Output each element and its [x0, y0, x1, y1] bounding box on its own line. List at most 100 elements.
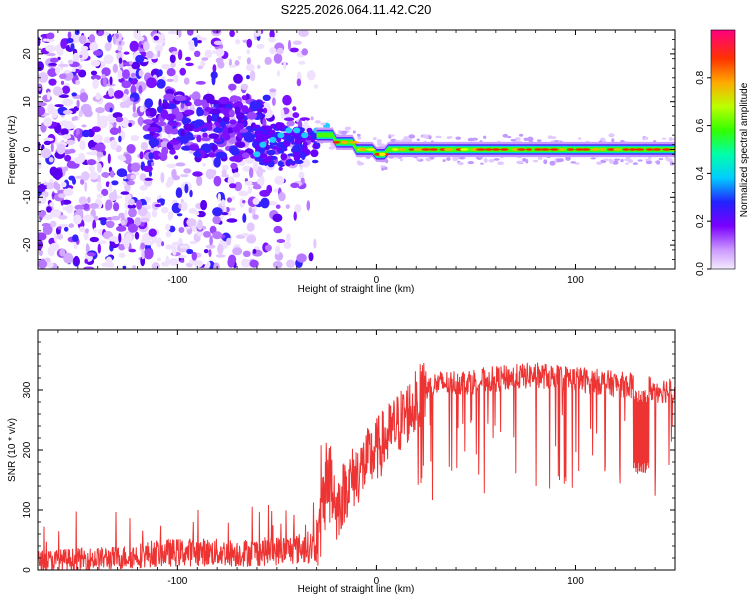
spectrogram-blob — [183, 168, 192, 174]
spectrogram-blob — [668, 137, 673, 141]
spectrogram-blob — [102, 150, 107, 156]
spectrogram-blob — [249, 167, 254, 179]
spectrogram-blob — [276, 70, 280, 77]
colorbar-tick-label: 0.0 — [695, 262, 706, 276]
spectrogram-blob — [277, 141, 285, 147]
spectrogram-blob — [85, 243, 90, 254]
spectrogram-blob — [458, 156, 466, 160]
spectrogram-blob — [272, 146, 278, 150]
spectrogram-blob — [63, 252, 74, 264]
spectrogram-blob — [53, 121, 58, 127]
spectrogram-blob — [72, 68, 76, 72]
spectrogram-blob — [234, 60, 240, 66]
spectrogram-blob — [185, 56, 191, 62]
spectrogram-blob — [67, 59, 74, 65]
spectrogram-blob — [128, 122, 133, 127]
spectrogram-blob — [87, 252, 96, 257]
spectrogram-blob — [207, 152, 217, 158]
spectrogram-blob — [206, 114, 212, 124]
spectrogram-blob — [157, 69, 163, 77]
spectrogram-blob — [140, 242, 146, 250]
spectrogram-blob — [97, 118, 108, 129]
snr-x-tick-label: 0 — [374, 576, 380, 587]
spectrogram-blob — [374, 153, 381, 156]
spectrogram-blob — [105, 220, 115, 229]
spectrogram-blob — [203, 231, 211, 238]
spectrogram-y-tick-label: 10 — [22, 96, 33, 108]
spectrogram-blob — [252, 248, 257, 254]
spectrogram-blob — [293, 160, 304, 164]
spectrogram-y-tick-label: 0 — [22, 146, 33, 152]
spectrogram-blob — [213, 40, 223, 46]
spectrogram-blob — [46, 52, 56, 57]
spectrogram-blob — [126, 144, 136, 154]
spectrogram-blob — [169, 54, 176, 63]
spectrogram-blob — [148, 228, 157, 237]
spectrogram-blob — [130, 97, 135, 102]
spectrogram-blob — [167, 133, 172, 139]
spectrogram-blob — [292, 40, 302, 46]
spectrogram-blob — [249, 259, 259, 268]
spectrogram-blob — [534, 148, 543, 151]
snr-series-line — [38, 362, 675, 570]
spectrogram-blob — [376, 139, 382, 144]
spectrogram-blob — [113, 202, 120, 212]
spectrogram-blob — [46, 91, 51, 101]
spectrogram-blob — [310, 149, 319, 158]
spectrogram-blob — [221, 212, 229, 216]
spectrogram-blob — [479, 140, 483, 143]
spectrogram-blob — [180, 174, 189, 178]
spectrogram-blob — [76, 99, 80, 108]
spectrogram-blob — [620, 159, 624, 163]
spectrogram-blob — [221, 169, 227, 176]
spectrogram-blob — [276, 239, 286, 243]
spectrogram-blob — [101, 262, 112, 268]
spectrogram-blob — [169, 149, 176, 155]
spectrogram-blob — [176, 213, 183, 217]
spectrogram-blob — [240, 258, 251, 268]
spectrogram-blob — [286, 233, 291, 243]
spectrogram-blob — [467, 137, 475, 142]
spectrogram-blob — [166, 127, 173, 133]
spectrogram-blob — [197, 65, 203, 70]
spectrogram-blob — [189, 94, 198, 99]
spectrogram-blob — [256, 108, 265, 113]
spectrogram-blob — [62, 70, 74, 81]
spectrogram-blob — [101, 172, 110, 178]
spectrogram-blob — [66, 160, 76, 169]
spectrogram-blob — [229, 30, 235, 38]
spectrogram-blob — [514, 137, 521, 141]
spectrogram-blob — [398, 148, 406, 151]
spectrogram-blob — [38, 200, 41, 206]
spectrogram-blob — [141, 250, 145, 260]
spectrogram-blob — [213, 157, 221, 168]
spectrogram-blob — [179, 244, 189, 249]
spectrogram-blob — [242, 213, 247, 223]
spectrogram-blob — [38, 141, 41, 150]
spectrogram-blob — [277, 150, 285, 154]
spectrogram-blob — [51, 108, 59, 119]
spectrogram-blob — [184, 226, 191, 230]
spectrogram-blob — [142, 165, 153, 173]
spectrogram-blob — [156, 257, 161, 262]
spectrogram-blob — [161, 101, 170, 110]
spectrogram-blob — [160, 198, 165, 206]
spectrogram-blob — [140, 141, 148, 151]
spectrogram-blob — [389, 134, 395, 137]
spectrogram-blob — [266, 156, 273, 160]
spectrogram-blob — [112, 189, 117, 199]
spectrogram-blob — [126, 180, 135, 186]
spectrogram-blob — [249, 70, 256, 82]
spectrogram-blob — [91, 126, 101, 133]
spectrogram-blob — [109, 170, 115, 178]
spectrogram-blob — [241, 95, 247, 101]
spectrogram-blob — [475, 148, 486, 151]
spectrogram-blob — [231, 196, 235, 201]
spectrogram-blob — [645, 158, 650, 162]
spectrogram-blob — [215, 57, 224, 64]
spectrogram-blob — [301, 48, 309, 56]
spectrogram-blob — [160, 261, 168, 267]
spectrogram-blob — [549, 148, 559, 151]
spectrogram-blob — [122, 181, 127, 186]
